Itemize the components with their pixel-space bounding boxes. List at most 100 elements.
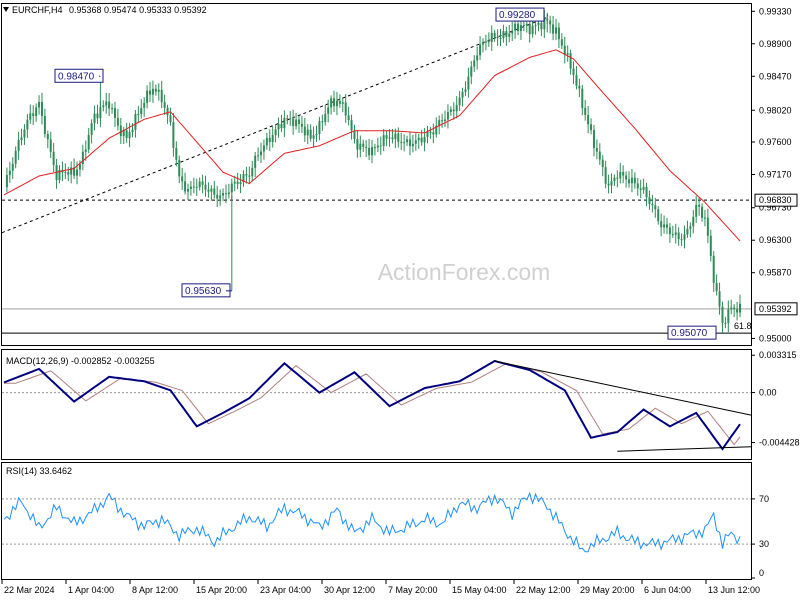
candle-body [178, 159, 181, 177]
candle-body [52, 151, 55, 166]
candle-body [353, 130, 356, 140]
candle-body [210, 188, 213, 192]
candle-body [344, 102, 347, 116]
candle-body [499, 37, 502, 39]
candle-body [508, 33, 511, 37]
candle-body [519, 24, 522, 32]
high-label-box [495, 7, 545, 22]
candle-body [727, 309, 730, 324]
candle-body [417, 137, 420, 141]
watermark: ActionForex.com [378, 259, 551, 285]
candle-body [201, 181, 204, 185]
candle-body [373, 147, 376, 149]
candle-body [394, 133, 397, 140]
high-label: 0.99280 [499, 10, 536, 21]
candle-body [660, 221, 663, 228]
price-labels: 0.99280 0.98470 0.95630 0.95070 0.96830 0.953… [54, 7, 798, 340]
candle-body [549, 20, 552, 25]
candle-body [356, 139, 359, 150]
candle-body [537, 22, 540, 26]
candle-body [260, 151, 263, 156]
candle-body [297, 119, 300, 124]
candle-body [616, 177, 619, 179]
rsi-title: RSI(14) 33.6462 [6, 466, 72, 476]
candle-body [622, 172, 625, 176]
price-tick-label: 0.95000 [759, 333, 792, 343]
candle-body [169, 115, 172, 123]
candle-body [388, 137, 391, 139]
candle-body [414, 140, 417, 144]
candle-body [484, 41, 487, 43]
candle-body [324, 113, 327, 122]
candle-body [598, 151, 601, 160]
candle-body [265, 137, 268, 146]
candle-body [321, 121, 324, 123]
candle-body [382, 135, 385, 146]
fib-label: 61.8 [734, 321, 752, 331]
candle-body [306, 129, 309, 136]
current-axis-label: 0.95392 [759, 304, 792, 314]
candle-body [230, 183, 233, 193]
candle-body [184, 181, 187, 192]
candle-body [569, 53, 572, 69]
candle-body [552, 24, 555, 34]
rsi-line [3, 491, 741, 553]
candle-body [5, 175, 8, 188]
candle-body [67, 171, 70, 175]
candle-body [81, 151, 84, 165]
time-tick-label: 6 Jun 04:00 [644, 585, 691, 595]
candle-body [493, 32, 496, 37]
candle-body [295, 119, 298, 127]
candle-body [251, 167, 254, 177]
candle-body [318, 121, 321, 135]
candle-body [73, 167, 76, 176]
candle-body [187, 188, 189, 192]
candle-body [590, 124, 593, 131]
candle-body [426, 131, 429, 137]
candle-body [20, 137, 23, 141]
candle-body [64, 171, 67, 173]
candle-body [330, 98, 333, 108]
rsi-tick-label: 30 [759, 539, 769, 549]
channel-trendline [1, 16, 548, 234]
candle-body [195, 186, 198, 188]
candle-body [236, 181, 239, 185]
candle-body [444, 119, 447, 121]
candle-body [99, 107, 102, 119]
candle-body [280, 123, 283, 129]
candle-body [262, 145, 265, 152]
candle-body [87, 135, 90, 150]
candles-layer [5, 9, 741, 334]
moving-average-line [3, 49, 741, 242]
rsi-panel-frame [1, 462, 752, 580]
time-tick-label: 8 Apr 12:00 [132, 585, 178, 595]
time-tick-label: 1 Apr 04:00 [68, 585, 114, 595]
low2-label-box [667, 325, 717, 340]
price-tick-label: 0.95870 [759, 268, 792, 278]
candle-body [26, 119, 29, 130]
collapse-arrow-icon[interactable] [3, 7, 9, 12]
time-tick-label: 23 Apr 04:00 [260, 585, 311, 595]
candle-body [96, 113, 99, 119]
candle-body [233, 181, 236, 184]
main-panel-frame [1, 3, 752, 346]
candle-body [449, 109, 452, 112]
candle-body [458, 97, 461, 106]
candle-body [604, 167, 607, 184]
candle-body [665, 224, 668, 228]
candle-body [628, 179, 631, 184]
candle-body [111, 108, 114, 110]
candle-body [222, 193, 225, 196]
candle-body [58, 169, 61, 181]
candle-body [487, 41, 490, 43]
ohlc-values: 0.95368 0.95474 0.95333 0.95392 [69, 5, 207, 15]
candle-body [403, 142, 406, 144]
time-tick-label: 15 Apr 20:00 [196, 585, 247, 595]
candle-body [102, 105, 105, 108]
candle-body [625, 175, 628, 180]
candle-body [633, 177, 636, 184]
candle-body [701, 206, 704, 218]
candle-body [300, 123, 303, 127]
candle-body [435, 125, 438, 135]
